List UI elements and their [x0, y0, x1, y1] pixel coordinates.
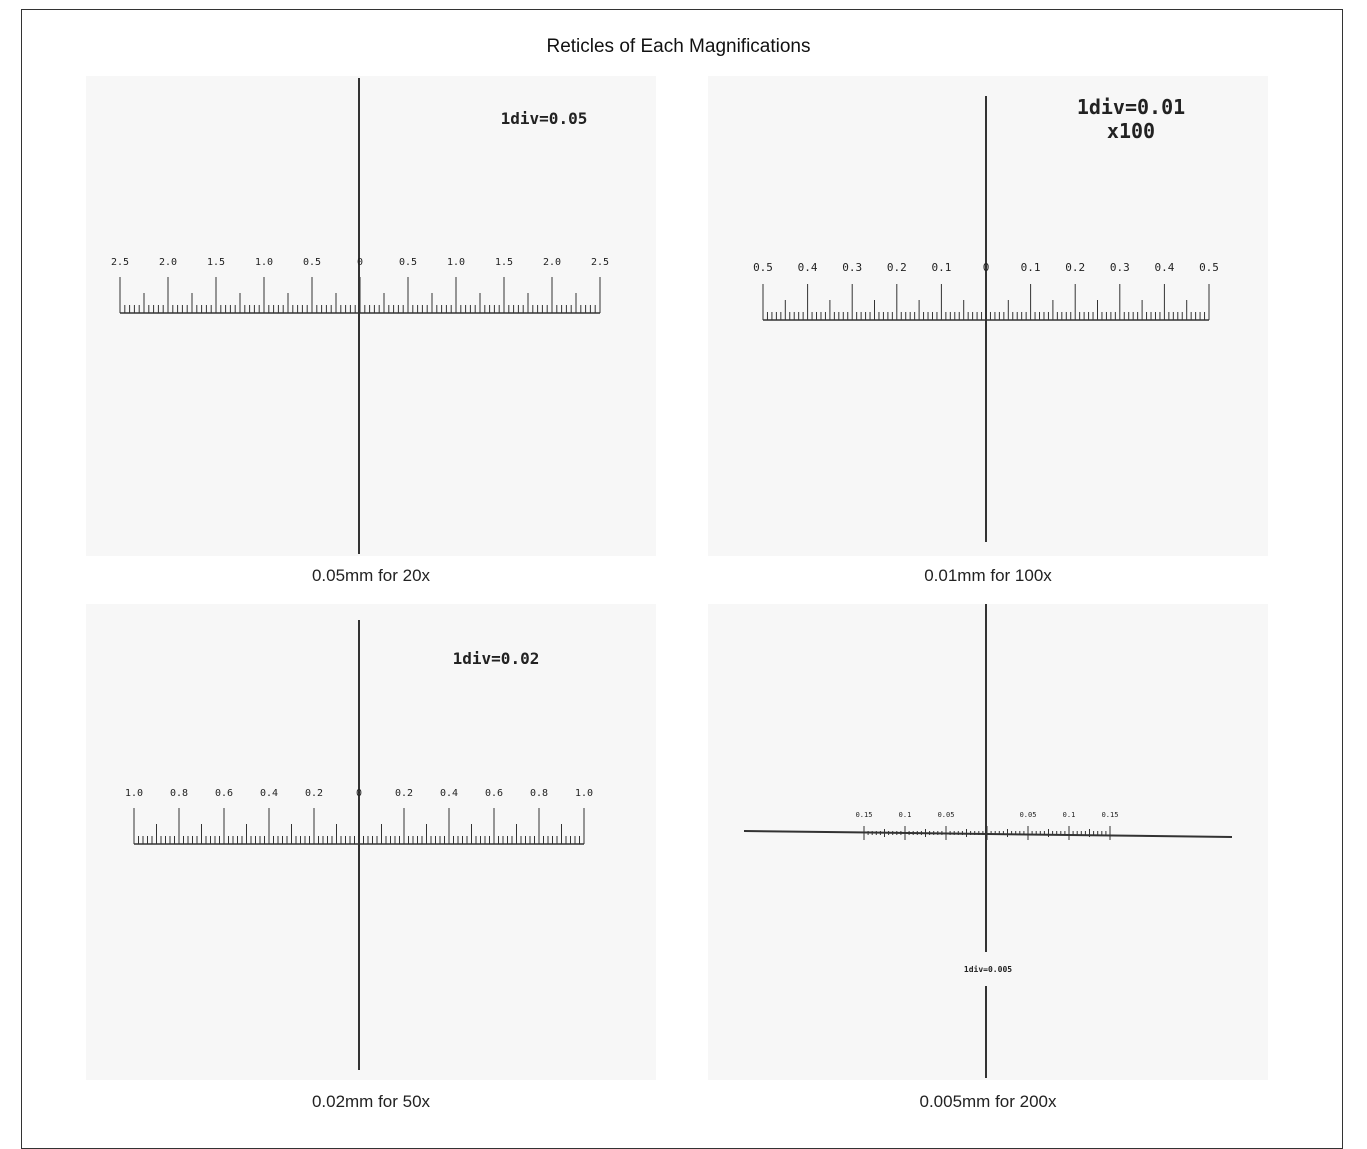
scale-label: 0.2	[1065, 261, 1085, 274]
scale-label: 0.2	[305, 788, 323, 799]
horizontal-crosshair	[743, 830, 1233, 838]
scale-label: 2.5	[111, 257, 129, 268]
scale-label: 0.8	[530, 788, 548, 799]
scale-label: 0.2	[887, 261, 907, 274]
reticle-panel-200x: 0.15 0.1 0.05 0.05 0.1 0.15 1div=0.005	[708, 604, 1268, 1080]
scale-label: 0.5	[303, 257, 321, 268]
scale-label: 0.4	[440, 788, 458, 799]
division-label: 1div=0.05	[501, 109, 588, 128]
reticle-100x: 0.5 0.4 0.3 0.2 0.1 0 0.1 0.2 0.3 0.4 0.5 1div=0.01…	[753, 95, 1219, 542]
scale-label: 0.1	[1063, 811, 1076, 819]
scale-label: 0.3	[1110, 261, 1130, 274]
caption-20x: 0.05mm for 20x	[311, 566, 431, 585]
scale-label: 0.4	[1154, 261, 1174, 274]
scale-label: 0.1	[899, 811, 912, 819]
scale-label: 0.3	[842, 261, 862, 274]
scale-label: 1.0	[125, 788, 143, 799]
scale-label: 1.5	[207, 257, 225, 268]
division-label: 1div=0.02	[453, 649, 540, 668]
scale-label: 0	[983, 261, 990, 274]
scale-label: 2.0	[543, 257, 561, 268]
page-title: Reticles of Each Magnifications	[546, 36, 811, 57]
scale-label: 0.4	[798, 261, 818, 274]
reticle-panel-20x: 2.5 2.0 1.5 1.0 0.5 0 0.5 1.0 1.5 2.0 2.5 1div=0.05	[86, 76, 656, 556]
scale-label: 1.0	[255, 257, 273, 268]
scale-label: 0	[356, 788, 362, 799]
scale-label: 0.15	[1102, 811, 1119, 819]
reticle-20x: 2.5 2.0 1.5 1.0 0.5 0 0.5 1.0 1.5 2.0 2.5 1div=0.05	[111, 78, 609, 554]
division-label: 1div=0.01	[1077, 95, 1185, 119]
scale-label: 0.4	[260, 788, 278, 799]
scale-label: 2.0	[159, 257, 177, 268]
reticle-panel-50x: 1.0 0.8 0.6 0.4 0.2 0 0.2 0.4 0.6 0.8 1.0 1div=0.02	[86, 604, 656, 1080]
scale-label: 0.5	[399, 257, 417, 268]
caption-50x: 0.02mm for 50x	[311, 1092, 431, 1111]
scale-label: 2.5	[591, 257, 609, 268]
scale-label: 1.0	[447, 257, 465, 268]
scale-label: 0.1	[1021, 261, 1041, 274]
scale-label: 1.5	[495, 257, 513, 268]
scale-label: 1.0	[575, 788, 593, 799]
caption-100x: 0.01mm for 100x	[924, 566, 1052, 585]
scale-label: 0.05	[1020, 811, 1037, 819]
caption-200x: 0.005mm for 200x	[919, 1092, 1057, 1111]
scale-label: 0.8	[170, 788, 188, 799]
reticle-50x: 1.0 0.8 0.6 0.4 0.2 0 0.2 0.4 0.6 0.8 1.0 1div=0.02	[125, 620, 593, 1070]
scale-label: 0.5	[1199, 261, 1219, 274]
division-label: 1div=0.005	[964, 964, 1012, 974]
scale-label: 0.2	[395, 788, 413, 799]
scale-label: 0.5	[753, 261, 773, 274]
reticle-200x: 0.15 0.1 0.05 0.05 0.1 0.15 1div=0.005	[743, 604, 1233, 1078]
scale-label: 0.1	[931, 261, 951, 274]
scale-label: 0.15	[856, 811, 873, 819]
scale-label: 0.6	[215, 788, 233, 799]
scale-label: 0.6	[485, 788, 503, 799]
reticle-panel-100x: 0.5 0.4 0.3 0.2 0.1 0 0.1 0.2 0.3 0.4 0.5 1div=0.01…	[708, 76, 1268, 556]
scale-label: 0.05	[938, 811, 955, 819]
division-label: x100	[1107, 119, 1155, 143]
scale-label: 0	[357, 257, 363, 268]
